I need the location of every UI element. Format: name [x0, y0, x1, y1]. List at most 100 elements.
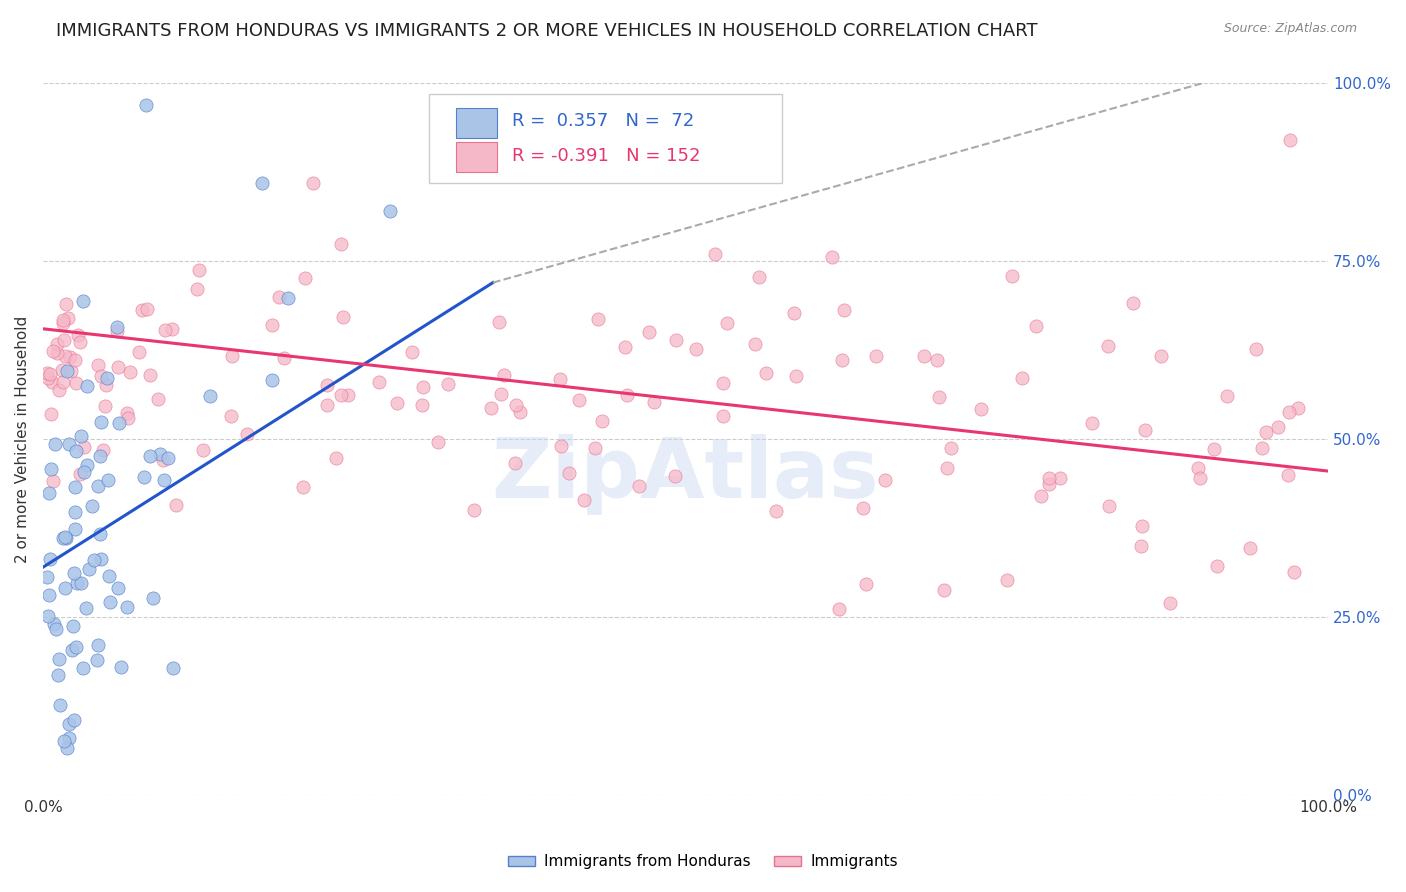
Point [548, 371, 571, 385]
Point [58, 731, 80, 745]
Point [110, 659, 132, 673]
Point [250, 176, 273, 190]
Point [65, 640, 87, 654]
Point [1025, 319, 1047, 334]
Point [330, 388, 353, 402]
Point [39, 407, 62, 421]
Point [63, 566, 86, 580]
Point [105, 320, 128, 334]
Point [1205, 558, 1227, 573]
Point [72, 294, 94, 309]
Point [82, 500, 104, 514]
Point [914, 350, 936, 364]
Point [627, 479, 650, 493]
Point [60, 643, 83, 657]
Point [39, 462, 62, 476]
Point [69, 467, 91, 481]
Point [148, 447, 170, 461]
Point [1159, 596, 1181, 610]
Point [48, 651, 70, 665]
Text: R = -0.391   N = 152: R = -0.391 N = 152 [512, 147, 700, 165]
Point [711, 376, 734, 391]
Point [936, 461, 959, 475]
Point [162, 322, 184, 336]
Point [91, 443, 114, 458]
Point [1216, 389, 1239, 403]
Point [45, 622, 67, 636]
Point [65, 376, 87, 390]
Point [481, 401, 503, 415]
Point [70, 575, 93, 590]
Point [1254, 425, 1277, 439]
Point [765, 504, 787, 518]
Point [927, 353, 949, 368]
Point [186, 282, 208, 296]
Point [586, 312, 609, 326]
Point [505, 398, 527, 412]
Point [49, 698, 72, 712]
Point [387, 396, 409, 410]
Point [191, 442, 214, 457]
Point [744, 337, 766, 351]
Point [260, 318, 283, 332]
Point [1188, 471, 1211, 485]
Point [76, 458, 98, 472]
Point [509, 405, 531, 419]
Point [65, 444, 87, 458]
Point [63, 353, 86, 368]
Point [301, 176, 323, 190]
Point [1038, 476, 1060, 491]
Point [52, 531, 75, 545]
Point [107, 417, 129, 431]
Point [785, 369, 807, 384]
Point [73, 440, 96, 454]
Text: IMMIGRANTS FROM HONDURAS VS IMMIGRANTS 2 OR MORE VEHICLES IN HOUSEHOLD CORRELATI: IMMIGRANTS FROM HONDURAS VS IMMIGRANTS 2… [56, 22, 1038, 40]
Point [865, 349, 887, 363]
Point [107, 359, 129, 374]
Point [65, 480, 87, 494]
Point [128, 345, 150, 359]
Point [83, 553, 105, 567]
Point [1081, 417, 1104, 431]
Point [63, 522, 86, 536]
Point [1239, 541, 1261, 556]
Point [46, 345, 69, 359]
Point [87, 638, 110, 652]
Point [89, 449, 111, 463]
Point [1129, 539, 1152, 553]
Y-axis label: 2 or more Vehicles in Household: 2 or more Vehicles in Household [15, 316, 30, 563]
Point [550, 439, 572, 453]
Point [131, 302, 153, 317]
Point [39, 552, 62, 566]
Point [118, 365, 141, 379]
Point [1097, 499, 1119, 513]
Point [1187, 460, 1209, 475]
Point [136, 301, 159, 316]
Point [90, 552, 112, 566]
Point [236, 427, 259, 442]
Point [1250, 442, 1272, 456]
Point [1038, 471, 1060, 485]
Point [53, 582, 76, 596]
Point [273, 351, 295, 366]
Point [35, 569, 58, 583]
Point [56, 363, 79, 377]
Point [267, 290, 290, 304]
Point [63, 713, 86, 727]
Point [291, 480, 314, 494]
Point [1001, 268, 1024, 283]
Point [38, 486, 60, 500]
Point [86, 358, 108, 372]
Point [574, 493, 596, 508]
Point [591, 414, 613, 428]
Point [316, 378, 339, 392]
Point [90, 369, 112, 384]
Point [1267, 420, 1289, 434]
Point [437, 377, 460, 392]
Point [46, 668, 69, 682]
Point [59, 350, 82, 364]
Point [368, 375, 391, 389]
Point [72, 661, 94, 675]
Point [711, 409, 734, 424]
Point [832, 303, 855, 318]
